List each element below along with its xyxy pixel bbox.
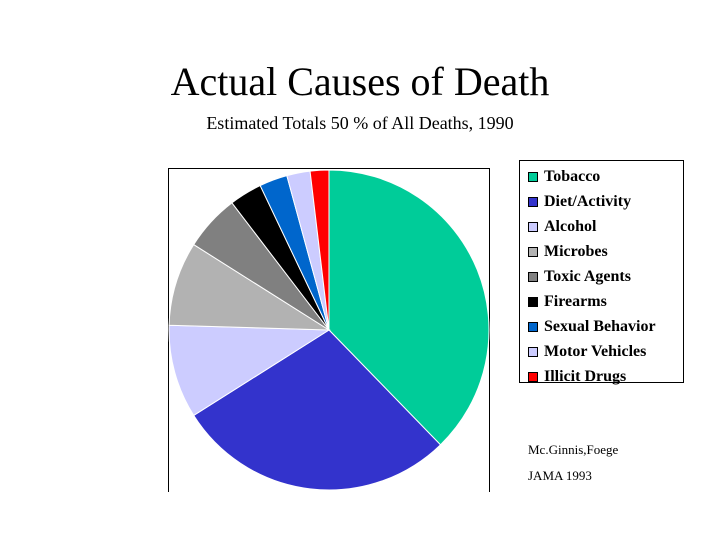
legend-label-alcohol: Alcohol: [544, 217, 597, 235]
legend-label-microbes: Microbes: [544, 242, 608, 260]
chart-subtitle: Estimated Totals 50 % of All Deaths, 199…: [206, 113, 514, 133]
legend-label-toxic-agents: Toxic Agents: [544, 267, 631, 285]
legend-item-motor-vehicles: Motor Vehicles: [528, 339, 683, 364]
legend-swatch-firearms: [528, 296, 538, 307]
source-authors: Mc.Ginnis,Foege: [528, 442, 619, 457]
legend-label-tobacco: Tobacco: [544, 167, 601, 185]
legend-item-illicit-drugs: Illicit Drugs: [528, 364, 683, 389]
legend-swatch-microbes: [528, 246, 538, 257]
legend-label-firearms: Firearms: [544, 292, 607, 310]
legend-swatch-illicit-drugs: [528, 371, 538, 382]
pie-slice-diet-activity: [193, 329, 442, 491]
legend-item-firearms: Firearms: [528, 289, 683, 314]
chart-title: Actual Causes of Death: [170, 59, 550, 104]
legend-swatch-tobacco: [528, 171, 538, 182]
legend-item-alcohol: Alcohol: [528, 214, 683, 239]
legend-item-toxic-agents: Toxic Agents: [528, 264, 683, 289]
pie-chart: [168, 169, 490, 491]
legend-swatch-toxic-agents: [528, 271, 538, 282]
chart-legend: Tobacco Diet/Activity Alcohol Microbes Toxic…: [519, 160, 684, 385]
legend-swatch-alcohol: [528, 221, 538, 232]
pie-slice-illicit-drugs: [309, 169, 330, 331]
legend-item-sexual-behavior: Sexual Behavior: [528, 314, 683, 339]
legend-item-tobacco: Tobacco: [528, 164, 683, 189]
pie-slice-tobacco: [328, 169, 490, 446]
legend-label-sexual-behavior: Sexual Behavior: [544, 317, 656, 335]
legend-item-diet-activity: Diet/Activity: [528, 189, 683, 214]
legend-label-motor-vehicles: Motor Vehicles: [544, 342, 647, 360]
source-journal: JAMA 1993: [528, 468, 592, 483]
pie-slice-microbes: [168, 243, 331, 331]
legend-label-illicit-drugs: Illicit Drugs: [544, 367, 627, 385]
legend-swatch-diet-activity: [528, 196, 538, 207]
pie-slice-alcohol: [168, 324, 331, 417]
legend-label-diet-activity: Diet/Activity: [544, 192, 632, 210]
legend-swatch-motor-vehicles: [528, 346, 538, 357]
legend-item-microbes: Microbes: [528, 239, 683, 264]
legend-swatch-sexual-behavior: [528, 321, 538, 332]
